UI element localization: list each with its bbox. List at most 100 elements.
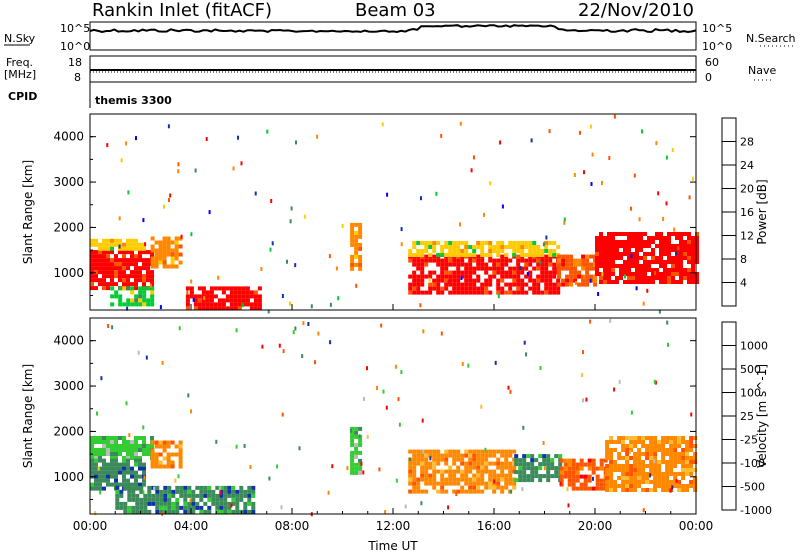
data-cell — [550, 466, 555, 471]
data-cell — [532, 266, 537, 271]
data-cell — [139, 485, 144, 490]
data-cell — [138, 242, 142, 247]
data-cell — [358, 266, 363, 271]
data-cell — [131, 497, 136, 502]
data-cell — [122, 274, 126, 279]
data-cell — [440, 262, 445, 267]
data-cell — [154, 260, 159, 265]
data-cell — [532, 282, 537, 287]
data-cell — [689, 464, 694, 468]
data-cell — [569, 258, 574, 263]
data-cell — [134, 444, 138, 448]
data-cell — [661, 484, 666, 488]
data-cell — [122, 270, 126, 275]
data-cell — [452, 481, 457, 486]
data-cell — [115, 485, 120, 490]
data-cell — [657, 460, 662, 464]
data-cell — [354, 250, 359, 255]
data-cell — [677, 456, 682, 460]
colorbar-tick-label: 8 — [740, 253, 747, 266]
data-cell — [514, 470, 519, 475]
sparse-cell — [230, 503, 233, 508]
data-cell — [98, 258, 102, 263]
data-cell — [257, 306, 262, 311]
data-cell — [358, 222, 363, 227]
data-cell — [589, 254, 594, 259]
data-cell — [134, 278, 138, 283]
data-cell — [683, 252, 687, 256]
data-cell — [464, 465, 469, 470]
data-cell — [536, 258, 541, 263]
data-cell — [695, 232, 699, 236]
data-cell — [126, 250, 130, 255]
sparse-cell — [125, 141, 128, 146]
data-cell — [609, 452, 614, 456]
data-cell — [496, 449, 501, 454]
data-cell — [122, 258, 126, 263]
data-cell — [118, 448, 122, 452]
data-cell — [134, 474, 138, 479]
data-cell — [532, 290, 537, 295]
data-cell — [673, 464, 678, 468]
data-cell — [209, 294, 214, 299]
data-cell — [621, 436, 626, 440]
data-cell — [544, 274, 549, 279]
sparse-cell — [192, 297, 195, 302]
data-cell — [170, 240, 175, 245]
data-cell — [241, 290, 246, 295]
data-cell — [649, 456, 654, 460]
data-cell — [94, 266, 98, 271]
data-cell — [102, 242, 106, 247]
data-cell — [492, 469, 497, 474]
data-cell — [695, 256, 699, 260]
data-cell — [635, 280, 639, 284]
data-cell — [468, 278, 473, 283]
data-cell — [565, 274, 570, 279]
data-cell — [122, 470, 126, 475]
data-cell — [170, 464, 175, 469]
data-cell — [178, 244, 183, 249]
sparse-cell — [363, 396, 365, 401]
data-cell — [645, 456, 650, 460]
data-cell — [607, 272, 611, 276]
data-cell — [655, 272, 659, 276]
data-cell — [587, 466, 592, 471]
data-cell — [488, 245, 493, 249]
data-cell — [122, 250, 126, 255]
data-cell — [480, 286, 485, 291]
data-cell — [520, 282, 525, 287]
data-cell — [460, 270, 465, 275]
data-cell — [98, 478, 102, 483]
data-cell — [488, 469, 493, 474]
data-cell — [456, 469, 461, 474]
data-cell — [488, 477, 493, 482]
data-cell — [154, 464, 159, 469]
data-cell — [651, 236, 655, 240]
data-cell — [504, 485, 509, 490]
data-cell — [559, 458, 564, 463]
data-cell — [130, 238, 134, 243]
data-cell — [563, 458, 568, 463]
sparse-cell — [497, 294, 500, 299]
data-cell — [641, 464, 646, 468]
data-cell — [621, 448, 626, 452]
data-cell — [170, 260, 175, 265]
sparse-cell — [573, 173, 576, 177]
data-cell — [603, 252, 607, 256]
data-cell — [647, 244, 651, 248]
data-cell — [158, 256, 163, 261]
data-cell — [448, 258, 453, 263]
data-cell — [516, 278, 521, 283]
data-cell — [607, 264, 611, 268]
sparse-cell — [563, 220, 566, 225]
data-cell — [424, 457, 429, 462]
data-cell — [675, 272, 679, 276]
data-cell — [508, 481, 513, 486]
data-cell — [565, 278, 570, 283]
data-cell — [633, 488, 638, 492]
data-cell — [127, 489, 132, 494]
data-cell — [603, 272, 607, 276]
data-cell — [571, 470, 576, 475]
data-cell — [115, 505, 120, 510]
data-cell — [416, 485, 421, 490]
